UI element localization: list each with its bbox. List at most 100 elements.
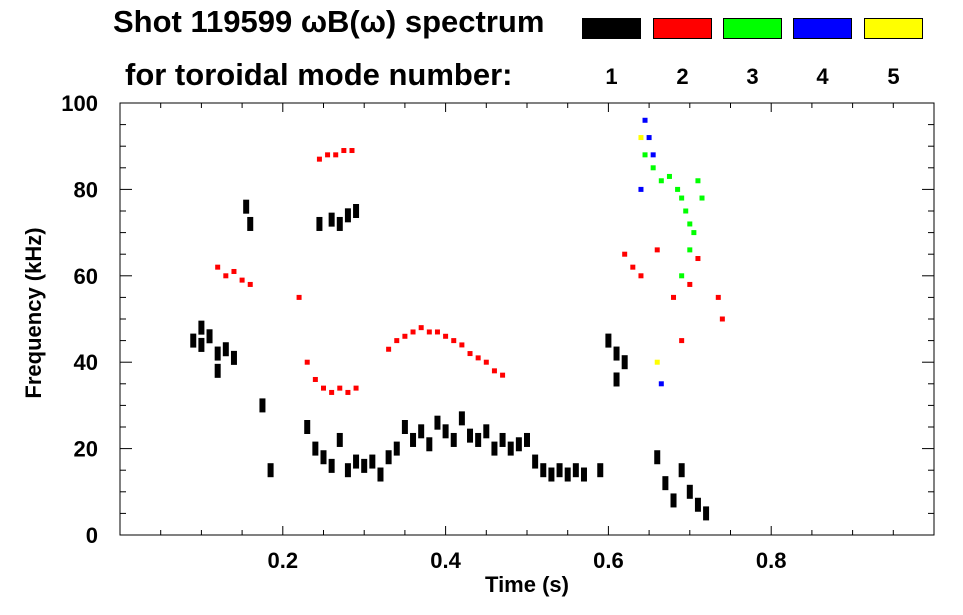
data-point-n4	[642, 117, 648, 123]
data-point-n1	[483, 424, 490, 439]
data-point-n1	[597, 463, 604, 478]
data-point-n1	[426, 437, 433, 452]
data-point-n2	[223, 273, 229, 279]
data-point-n1	[678, 463, 685, 478]
data-point-n1	[670, 493, 677, 508]
legend-label-mode-2: 2	[676, 64, 689, 89]
data-point-n4	[638, 186, 644, 192]
data-point-n2	[451, 338, 457, 344]
data-point-n2	[410, 329, 416, 335]
data-point-n1	[336, 432, 343, 447]
data-point-n1	[328, 212, 335, 227]
data-point-n3	[658, 178, 664, 184]
data-point-n2	[304, 359, 310, 365]
data-point-n1	[344, 463, 351, 478]
data-point-n1	[694, 497, 701, 512]
x-tick-label: 0.2	[268, 548, 299, 573]
data-point-n1	[507, 441, 514, 456]
data-point-n1	[499, 432, 506, 447]
data-point-n3	[642, 152, 648, 158]
data-point-n2	[353, 385, 359, 391]
data-point-n1	[410, 432, 417, 447]
data-point-n2	[719, 316, 725, 322]
data-point-n1	[548, 467, 555, 482]
chart-title-line2: for toroidal mode number:	[125, 57, 513, 92]
y-axis-label: Frequency (kHz)	[21, 227, 46, 399]
legend-label-mode-4: 4	[816, 64, 829, 89]
data-point-n2	[467, 351, 473, 357]
y-tick-label: 20	[74, 437, 98, 462]
data-point-n3	[650, 165, 656, 171]
data-point-n1	[353, 454, 360, 469]
x-tick-label: 0.6	[593, 548, 624, 573]
axis-ticks: 0.2 0.4 0.6 0.8 0 20 40 60 80 100	[61, 91, 934, 573]
data-point-n2	[247, 281, 253, 287]
x-tick-label: 0.4	[430, 548, 461, 573]
data-point-n1	[385, 450, 392, 465]
data-point-n3	[683, 208, 689, 214]
legend-swatch-mode-3	[723, 18, 782, 39]
data-point-n1	[401, 420, 408, 434]
data-point-n1	[613, 346, 620, 361]
data-point-n1	[316, 216, 323, 231]
data-point-n1	[475, 432, 482, 447]
x-axis-label: Time (s)	[485, 572, 569, 597]
legend-label-mode-1: 1	[605, 64, 618, 89]
data-point-n3	[687, 221, 693, 227]
x-tick-label: 0.8	[756, 548, 787, 573]
data-point-n2	[231, 268, 237, 274]
data-point-n1	[304, 420, 311, 434]
data-point-n2	[483, 359, 489, 365]
data-point-n2	[337, 385, 343, 391]
data-point-n1	[703, 506, 710, 521]
data-point-n1	[654, 450, 661, 465]
data-point-n1	[369, 454, 376, 469]
legend-label-mode-5: 5	[887, 64, 900, 89]
data-point-n2	[687, 281, 693, 287]
data-point-n2	[312, 376, 318, 382]
data-point-n2	[622, 251, 628, 257]
data-point-n1	[621, 355, 628, 370]
data-point-n2	[638, 273, 644, 279]
data-point-n3	[679, 195, 685, 201]
data-point-n2	[215, 264, 221, 270]
data-point-n3	[687, 247, 693, 253]
data-point-n3	[675, 186, 681, 192]
data-point-n1	[243, 199, 250, 214]
data-point-n2	[671, 294, 677, 300]
data-point-n1	[198, 337, 205, 352]
data-point-n2	[426, 329, 432, 335]
data-point-n1	[198, 320, 205, 335]
data-points	[190, 117, 725, 521]
data-point-n1	[434, 415, 441, 430]
data-point-n1	[328, 458, 335, 473]
data-point-n1	[662, 476, 669, 491]
data-point-n1	[564, 467, 571, 482]
data-point-n2	[239, 277, 245, 283]
legend-swatch-mode-5	[864, 18, 923, 39]
data-point-n2	[394, 338, 400, 344]
legend-swatch-mode-1	[582, 18, 641, 39]
data-point-n1	[267, 463, 274, 478]
data-point-n2	[434, 329, 440, 335]
data-point-n2	[491, 368, 497, 374]
data-point-n1	[230, 350, 237, 365]
data-point-n1	[361, 458, 368, 473]
data-point-n1	[353, 204, 360, 218]
data-point-n2	[341, 148, 347, 154]
data-point-n1	[344, 208, 351, 223]
legend-label-mode-3: 3	[746, 64, 759, 89]
data-point-n3	[695, 178, 701, 184]
data-point-n1	[458, 411, 465, 426]
y-tick-label: 40	[74, 350, 98, 375]
data-point-n1	[320, 450, 327, 465]
plot-frame	[119, 102, 935, 536]
data-point-n2	[345, 389, 351, 395]
data-point-n1	[450, 432, 457, 447]
data-point-n5	[638, 135, 644, 141]
data-point-n1	[259, 398, 266, 413]
data-point-n1	[418, 424, 425, 439]
data-point-n1	[393, 441, 400, 456]
data-point-n1	[222, 342, 229, 357]
